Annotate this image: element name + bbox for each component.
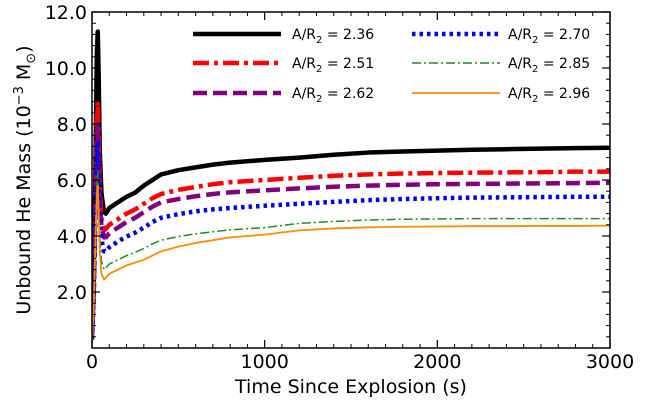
legend: A/R2 = 2.36 A/R2 = 2.51 A/R2 = 2.62 A/R2 = …	[193, 27, 590, 105]
y-axis-label: Unbound He Mass (10−3 M⊙)	[12, 45, 39, 314]
tick-layer: 0 1000 2000 3000 2.0 4.0 6.0 8.0 10.0 12.0	[45, 2, 634, 373]
series-line-2	[92, 99, 610, 337]
series-line-5	[92, 170, 610, 343]
x-axis-label: Time Since Explosion (s)	[234, 376, 467, 398]
legend-label-6: A/R2 = 2.96	[508, 86, 590, 105]
y-axis-label-close: )	[13, 45, 35, 52]
series-line-6	[92, 184, 610, 343]
y-axis-label-sup: −3	[12, 86, 27, 105]
legend-label-5: A/R2 = 2.85	[508, 56, 590, 75]
y-tick-label: 8.0	[57, 114, 87, 136]
legend-label-2: A/R2 = 2.51	[292, 56, 374, 75]
series-layer	[92, 29, 610, 343]
y-tick-label: 12.0	[45, 2, 87, 24]
legend-label-1: A/R2 = 2.36	[292, 27, 374, 46]
series-line-1	[92, 29, 610, 335]
y-axis-label-unit: M	[13, 64, 35, 86]
x-tick-label: 3000	[586, 351, 634, 373]
legend-label-3: A/R2 = 2.62	[292, 86, 374, 105]
y-tick-label: 2.0	[57, 282, 87, 304]
x-tick-label: 2000	[413, 351, 461, 373]
y-tick-label: 4.0	[57, 226, 87, 248]
y-tick-label: 6.0	[57, 170, 87, 192]
x-tick-label: 1000	[240, 351, 288, 373]
x-tick-label: 0	[86, 351, 98, 373]
legend-label-4: A/R2 = 2.70	[508, 27, 590, 46]
y-axis-label-sub: ⊙	[24, 53, 39, 64]
series-line-4	[92, 138, 610, 340]
y-axis-label-main: Unbound He Mass (10	[13, 105, 35, 314]
y-tick-label: 10.0	[45, 58, 87, 80]
